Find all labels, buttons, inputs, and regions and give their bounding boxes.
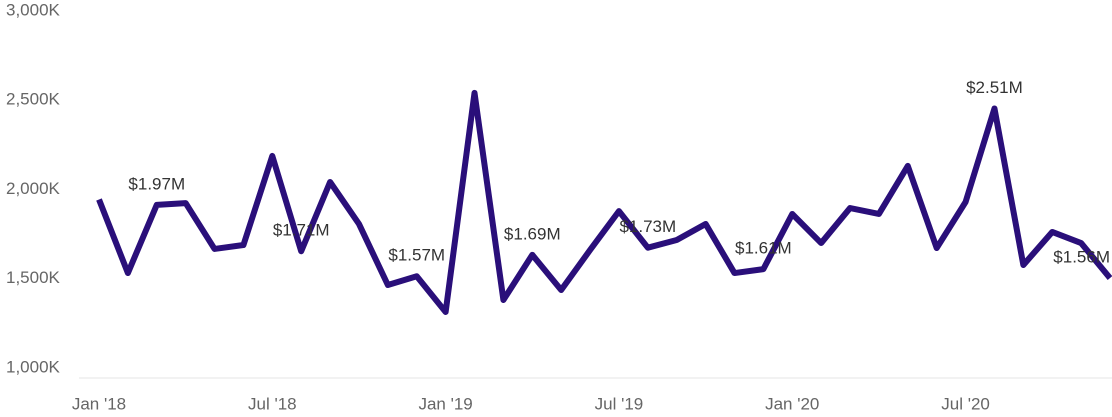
y-tick-label: 2,500K (6, 90, 61, 109)
data-label: $1.73M (619, 217, 676, 236)
y-tick-label: 1,500K (6, 268, 61, 287)
data-label: $1.56M (1053, 248, 1110, 267)
data-label: $2.51M (966, 78, 1023, 97)
x-tick-label: Jul '19 (595, 394, 644, 413)
data-label: $1.57M (388, 246, 445, 265)
y-tick-label: 1,000K (6, 357, 61, 376)
x-tick-label: Jan '18 (72, 394, 126, 413)
x-tick-label: Jan '20 (765, 394, 819, 413)
data-label: $1.97M (128, 174, 185, 193)
x-tick-label: Jul '20 (941, 394, 990, 413)
x-tick-label: Jul '18 (248, 394, 297, 413)
data-label: $1.71M (273, 221, 330, 240)
y-tick-label: 3,000K (6, 0, 61, 19)
data-label: $1.69M (504, 224, 561, 243)
data-label: $1.61M (735, 239, 792, 258)
y-tick-label: 2,000K (6, 179, 61, 198)
line (96, 89, 1112, 315)
x-tick-label: Jan '19 (418, 394, 472, 413)
